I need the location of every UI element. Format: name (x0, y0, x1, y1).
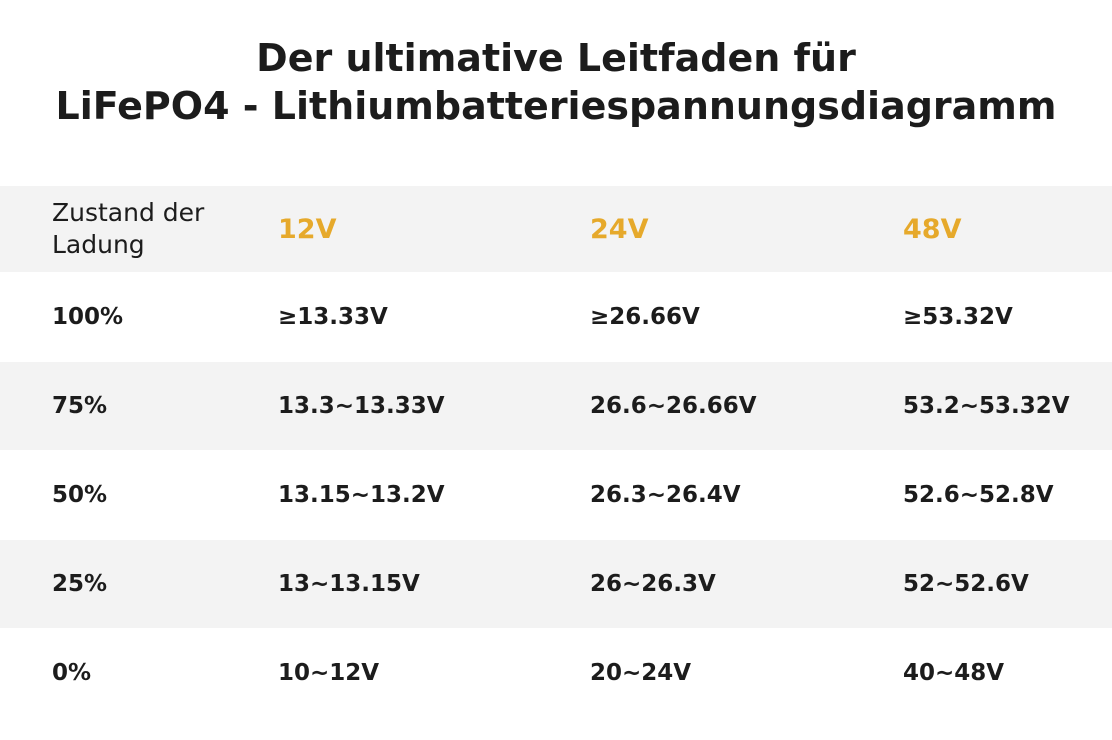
table-cell: 20~24V (590, 660, 692, 686)
title-line: LiFePO4 - Lithiumbatteriespannungsdiagra… (55, 84, 1057, 128)
table-row (0, 540, 1112, 628)
table-cell: 75% (52, 393, 108, 419)
table-cell: 13.15~13.2V (278, 482, 445, 508)
header-row (0, 186, 1112, 272)
table-row (0, 628, 1112, 718)
table-cell: 50% (52, 482, 108, 508)
column-header: 48V (903, 213, 962, 245)
table-cell: ≥26.66V (590, 304, 700, 330)
table-cell: 53.2~53.32V (903, 393, 1070, 419)
table-cell: 52.6~52.8V (903, 482, 1054, 508)
table-row (0, 450, 1112, 540)
table-cell: 100% (52, 304, 124, 330)
table-cell: ≥13.33V (278, 304, 388, 330)
column-header: 24V (590, 213, 649, 245)
table-cell: 52~52.6V (903, 571, 1029, 597)
table-cell: 40~48V (903, 660, 1005, 686)
title-line: Der ultimative Leitfaden für (256, 36, 856, 80)
table-cell: ≥53.32V (903, 304, 1013, 330)
table-cell: 26.3~26.4V (590, 482, 741, 508)
table-row (0, 362, 1112, 450)
table-cell: 25% (52, 571, 108, 597)
table-cell: 13.3~13.33V (278, 393, 445, 419)
table-cell: 26~26.3V (590, 571, 716, 597)
table-cell: 13~13.15V (278, 571, 420, 597)
column-header: Zustand der Ladung (52, 198, 205, 259)
column-header: 12V (278, 213, 337, 245)
table-row (0, 272, 1112, 362)
table-cell: 0% (52, 660, 92, 686)
table-cell: 10~12V (278, 660, 380, 686)
table-cell: 26.6~26.66V (590, 393, 757, 419)
title: Der ultimative Leitfaden für LiFePO4 - Li… (0, 34, 1112, 130)
